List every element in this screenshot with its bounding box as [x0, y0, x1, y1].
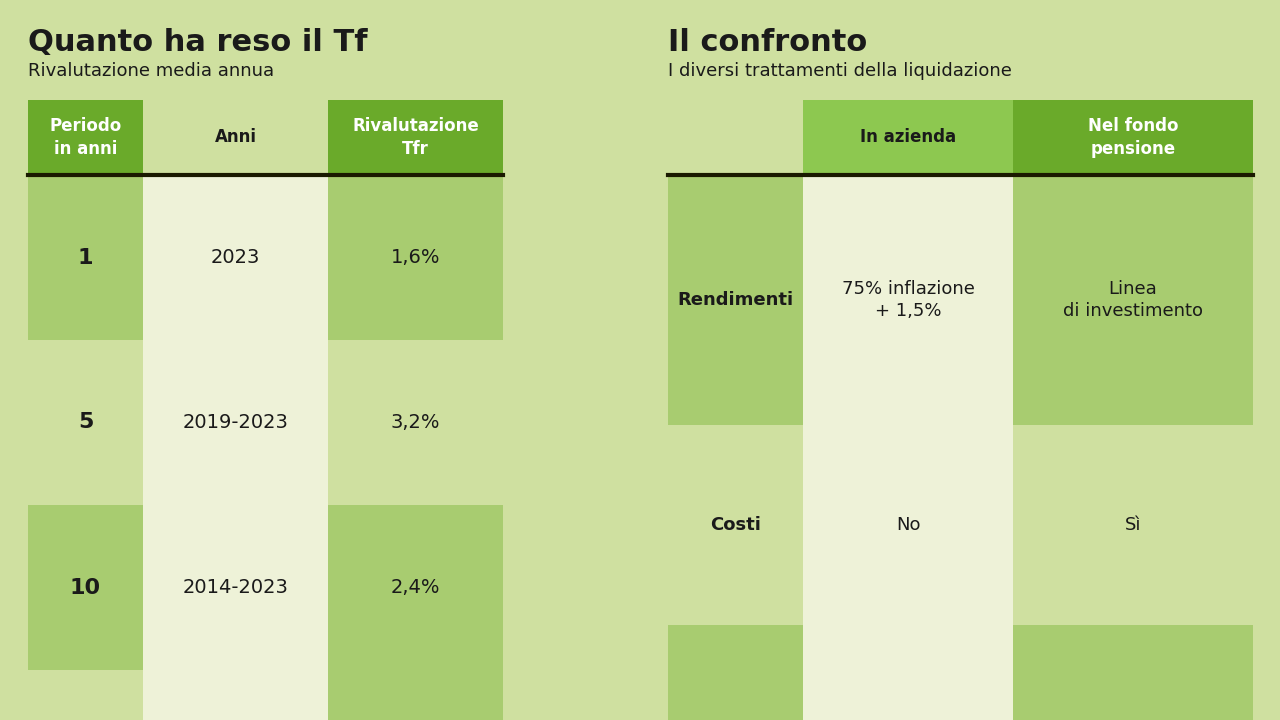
- Bar: [668, 100, 803, 175]
- Text: Linea
di investimento: Linea di investimento: [1062, 280, 1203, 320]
- Text: 75% inflazione
+ 1,5%: 75% inflazione + 1,5%: [841, 280, 974, 320]
- Bar: [1012, 425, 1253, 625]
- Bar: [668, 175, 803, 425]
- Text: Rivalutazione media annua: Rivalutazione media annua: [28, 62, 274, 80]
- Text: 1: 1: [78, 248, 93, 268]
- Bar: [328, 175, 503, 340]
- Bar: [668, 625, 803, 720]
- Bar: [803, 425, 1012, 625]
- Bar: [328, 670, 503, 720]
- Bar: [328, 505, 503, 670]
- Text: 5: 5: [78, 413, 93, 433]
- Text: 2,4%: 2,4%: [390, 578, 440, 597]
- Text: 1,6%: 1,6%: [390, 248, 440, 267]
- Bar: [1012, 175, 1253, 425]
- Bar: [668, 425, 803, 625]
- Bar: [28, 175, 143, 340]
- Bar: [328, 340, 503, 505]
- Text: 10: 10: [70, 577, 101, 598]
- Bar: [28, 505, 143, 670]
- Bar: [28, 670, 143, 720]
- Bar: [143, 505, 328, 670]
- Text: Periodo
in anni: Periodo in anni: [50, 117, 122, 158]
- Text: Rivalutazione
Tfr: Rivalutazione Tfr: [352, 117, 479, 158]
- Bar: [28, 340, 143, 505]
- Bar: [803, 625, 1012, 720]
- Bar: [328, 100, 503, 175]
- Text: In azienda: In azienda: [860, 128, 956, 146]
- Bar: [143, 670, 328, 720]
- Text: Rendimenti: Rendimenti: [677, 291, 794, 309]
- Text: No: No: [896, 516, 920, 534]
- Text: Sì: Sì: [1125, 516, 1142, 534]
- Text: 3,2%: 3,2%: [390, 413, 440, 432]
- Text: Quanto ha reso il Tf: Quanto ha reso il Tf: [28, 28, 367, 57]
- Text: Costi: Costi: [710, 516, 760, 534]
- Bar: [143, 175, 328, 340]
- Text: 2019-2023: 2019-2023: [183, 413, 288, 432]
- Bar: [1012, 100, 1253, 175]
- Bar: [1012, 625, 1253, 720]
- Text: Anni: Anni: [215, 128, 256, 146]
- Text: Nel fondo
pensione: Nel fondo pensione: [1088, 117, 1179, 158]
- Text: 2014-2023: 2014-2023: [183, 578, 288, 597]
- Text: Il confronto: Il confronto: [668, 28, 868, 57]
- Bar: [803, 175, 1012, 425]
- Text: 2023: 2023: [211, 248, 260, 267]
- Bar: [803, 100, 1012, 175]
- Bar: [28, 100, 143, 175]
- Bar: [143, 100, 328, 175]
- Bar: [143, 340, 328, 505]
- Text: I diversi trattamenti della liquidazione: I diversi trattamenti della liquidazione: [668, 62, 1012, 80]
